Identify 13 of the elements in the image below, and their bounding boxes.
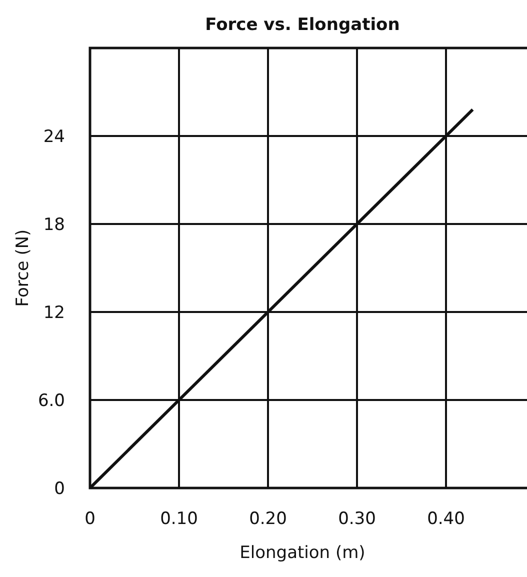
y-tick-label: 0 xyxy=(54,479,65,499)
x-tick-label: 0.40 xyxy=(427,509,465,529)
x-axis-title: Elongation (m) xyxy=(240,543,366,563)
y-tick-label: 18 xyxy=(43,215,65,235)
y-axis-title: Force (N) xyxy=(13,229,33,307)
chart-title: Force vs. Elongation xyxy=(205,15,400,35)
y-tick-label: 6.0 xyxy=(38,391,65,411)
x-tick-label: 0.20 xyxy=(249,509,287,529)
x-tick-label: 0.10 xyxy=(160,509,198,529)
x-tick-label: 0.30 xyxy=(338,509,376,529)
x-tick-label: 0 xyxy=(84,509,96,529)
y-tick-label: 12 xyxy=(43,303,65,323)
y-tick-label: 24 xyxy=(43,127,65,147)
